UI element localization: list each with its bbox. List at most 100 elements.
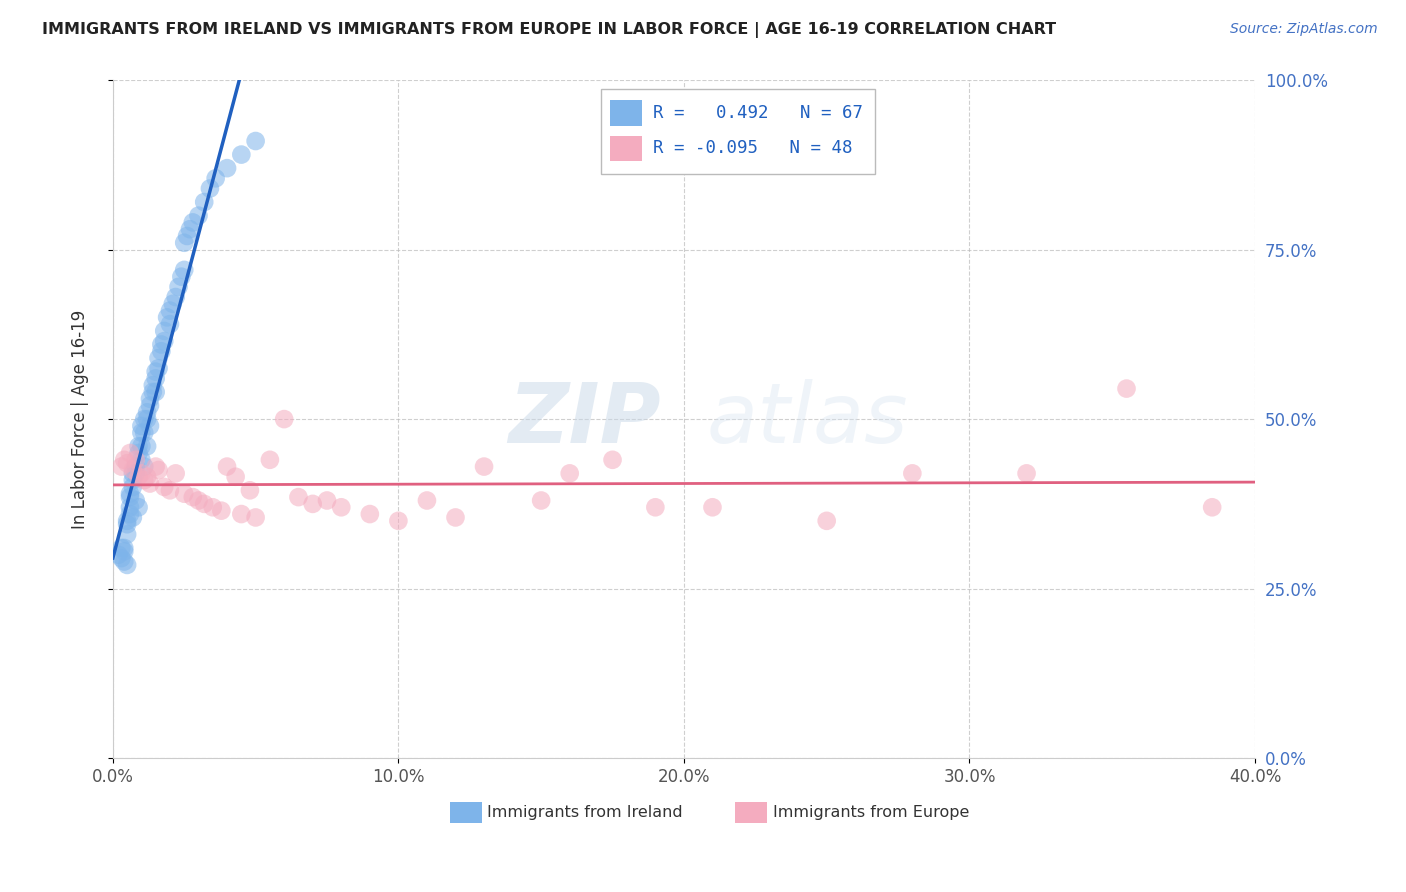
Point — [159, 317, 181, 331]
Point — [387, 514, 409, 528]
Point — [134, 412, 156, 426]
Point — [121, 510, 143, 524]
Bar — [610, 136, 641, 161]
Point — [131, 452, 153, 467]
Point — [193, 497, 215, 511]
Point — [173, 263, 195, 277]
Point — [156, 310, 179, 325]
Point — [112, 544, 135, 558]
Point — [1201, 500, 1223, 515]
Text: R = -0.095   N = 48: R = -0.095 N = 48 — [654, 139, 852, 158]
Point — [128, 446, 150, 460]
Point — [159, 303, 181, 318]
Point — [330, 500, 353, 515]
Point — [134, 473, 156, 487]
Point — [231, 147, 253, 161]
Point — [198, 181, 221, 195]
Point — [118, 507, 141, 521]
Point — [121, 480, 143, 494]
Point — [167, 280, 190, 294]
Point — [176, 229, 198, 244]
Point — [245, 510, 267, 524]
Point — [121, 463, 143, 477]
Point — [558, 467, 581, 481]
Point — [444, 510, 467, 524]
Point — [170, 269, 193, 284]
Point — [181, 490, 204, 504]
Point — [153, 480, 176, 494]
Point — [121, 467, 143, 481]
Point — [134, 459, 156, 474]
Point — [139, 418, 162, 433]
Point — [125, 452, 148, 467]
Point — [110, 459, 132, 474]
Point — [136, 405, 159, 419]
Point — [359, 507, 381, 521]
Text: R =   0.492   N = 67: R = 0.492 N = 67 — [654, 104, 863, 122]
Point — [287, 490, 309, 504]
Text: ZIP: ZIP — [509, 378, 661, 459]
Point — [134, 425, 156, 440]
Point — [112, 541, 135, 555]
Point — [530, 493, 553, 508]
Point — [245, 134, 267, 148]
Point — [148, 361, 170, 376]
Point — [165, 467, 187, 481]
Point — [273, 412, 295, 426]
Point — [148, 463, 170, 477]
Point — [602, 452, 624, 467]
Point — [112, 452, 135, 467]
Text: Immigrants from Ireland: Immigrants from Ireland — [488, 805, 683, 820]
Point — [121, 473, 143, 487]
Point — [204, 171, 226, 186]
Point — [153, 324, 176, 338]
Point — [128, 469, 150, 483]
Point — [1115, 382, 1137, 396]
Point — [181, 215, 204, 229]
Point — [239, 483, 262, 498]
Point — [145, 371, 167, 385]
Point — [125, 467, 148, 481]
Point — [215, 459, 238, 474]
Point — [148, 351, 170, 365]
Point — [150, 337, 173, 351]
Point — [159, 483, 181, 498]
Point — [128, 439, 150, 453]
Point — [416, 493, 439, 508]
Text: Source: ZipAtlas.com: Source: ZipAtlas.com — [1230, 22, 1378, 37]
Point — [142, 378, 165, 392]
Point — [815, 514, 838, 528]
Point — [215, 161, 238, 176]
Point — [301, 497, 323, 511]
Point — [136, 439, 159, 453]
Point — [131, 467, 153, 481]
Point — [162, 297, 184, 311]
Point — [125, 493, 148, 508]
Point — [136, 469, 159, 483]
Point — [1015, 467, 1038, 481]
Point — [107, 548, 129, 562]
Point — [136, 412, 159, 426]
Point — [118, 490, 141, 504]
Point — [153, 334, 176, 348]
Point — [150, 344, 173, 359]
Bar — [450, 802, 482, 822]
Point — [145, 384, 167, 399]
Point — [193, 195, 215, 210]
Point — [165, 290, 187, 304]
Point — [115, 558, 138, 572]
Point — [231, 507, 253, 521]
Point — [139, 476, 162, 491]
Point — [118, 446, 141, 460]
Point — [901, 467, 924, 481]
Point — [702, 500, 724, 515]
Point — [112, 555, 135, 569]
Point — [128, 500, 150, 515]
Text: atlas: atlas — [707, 378, 908, 459]
Point — [225, 469, 247, 483]
Point — [187, 209, 209, 223]
FancyBboxPatch shape — [600, 89, 875, 174]
Bar — [610, 100, 641, 126]
Point — [115, 514, 138, 528]
Point — [139, 392, 162, 406]
